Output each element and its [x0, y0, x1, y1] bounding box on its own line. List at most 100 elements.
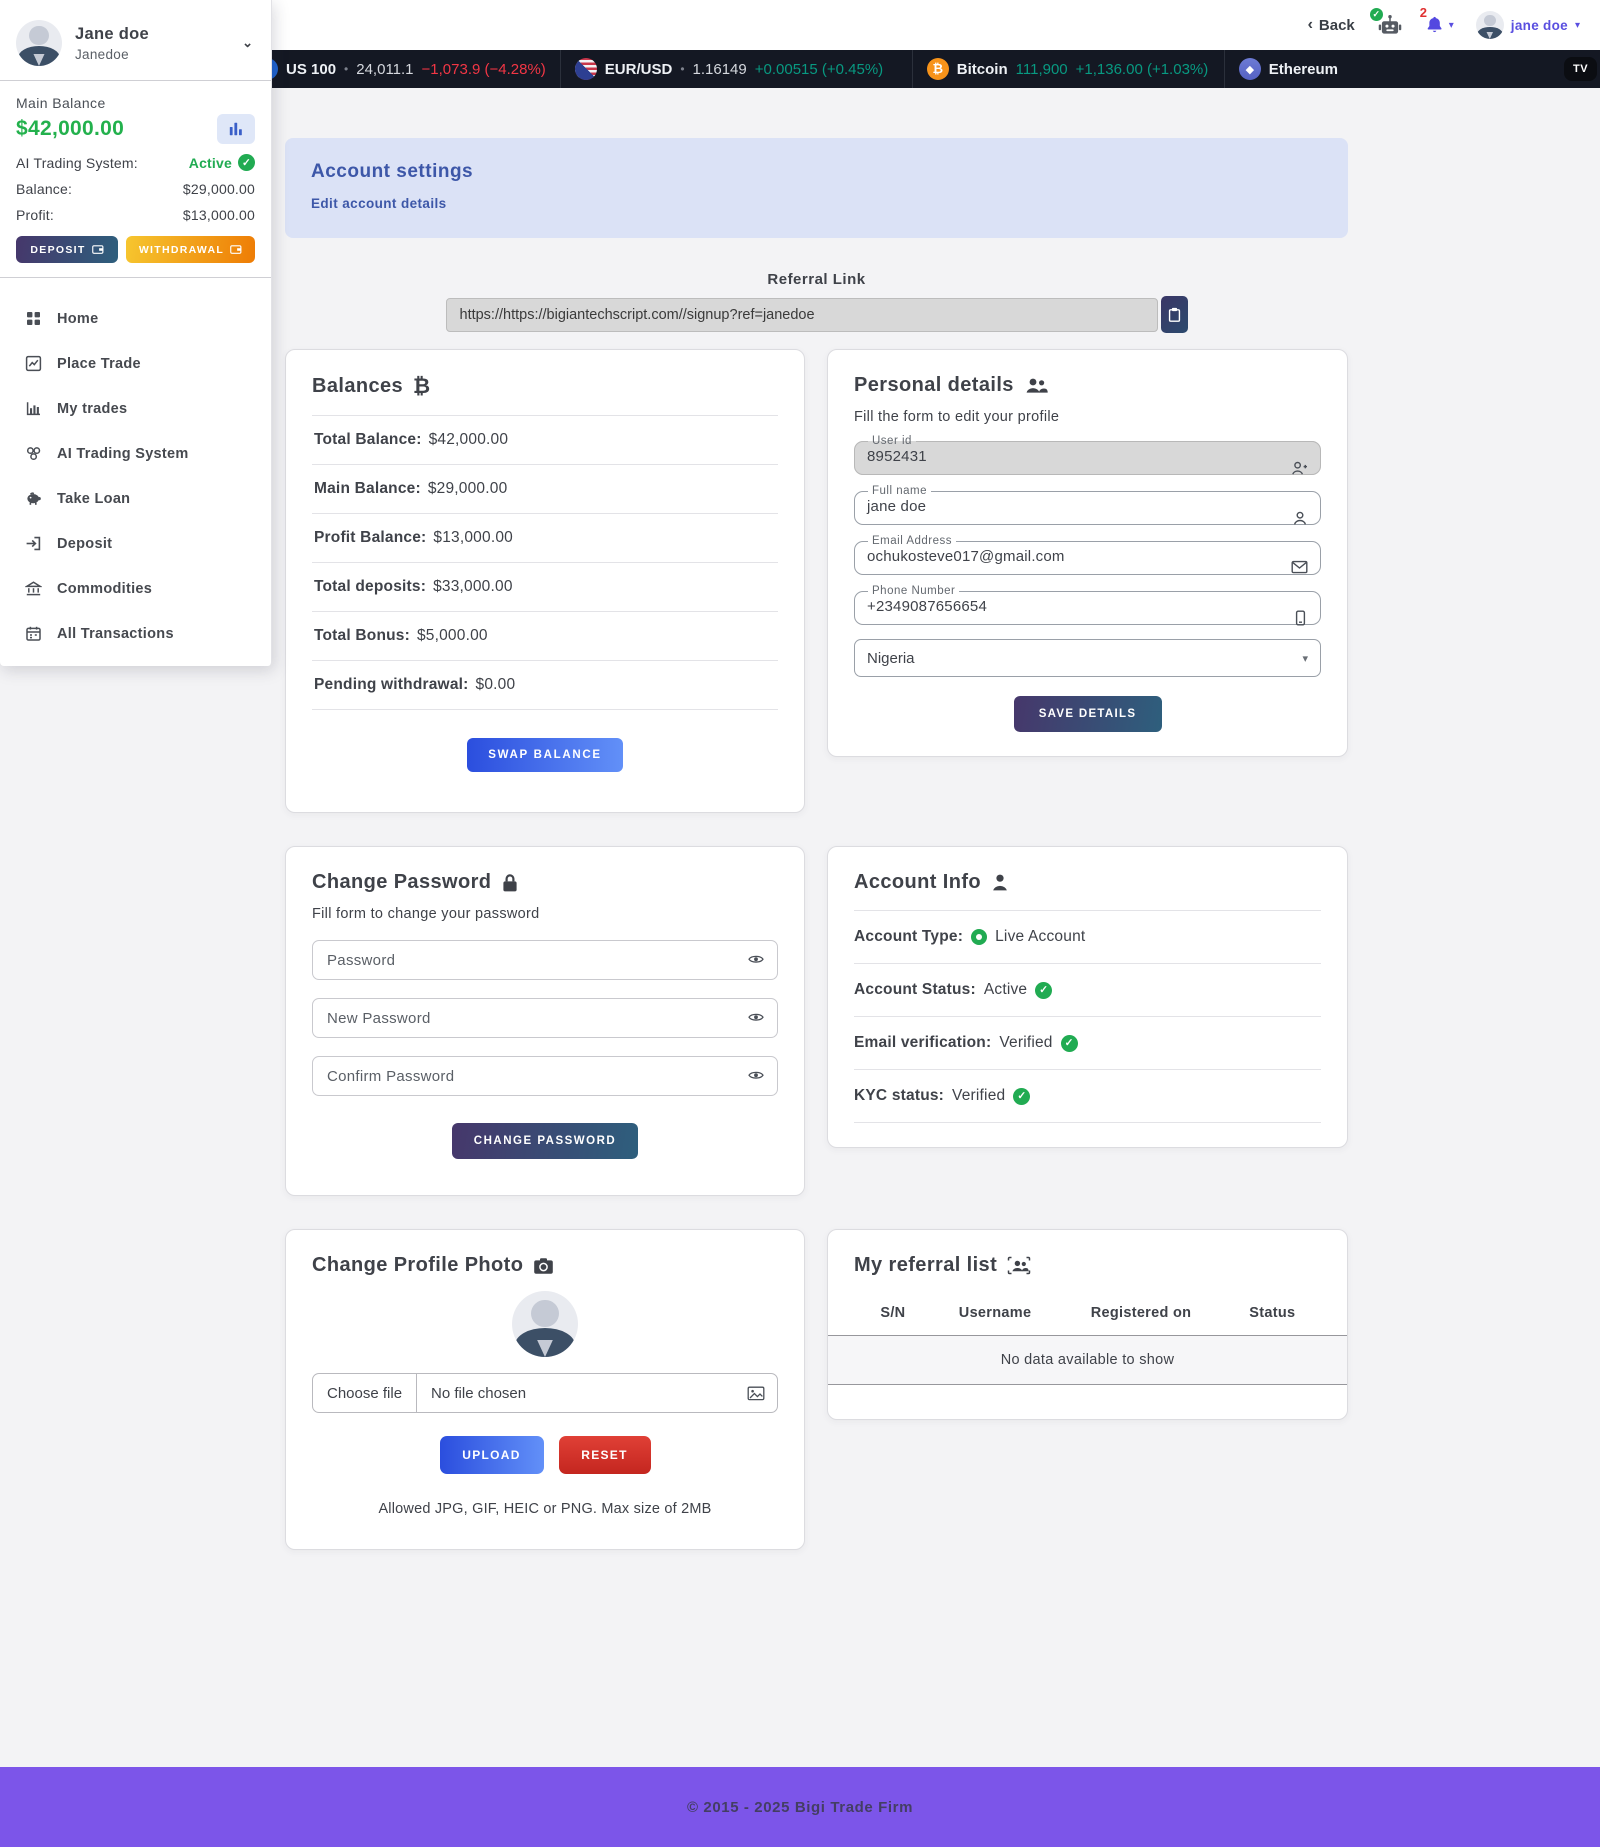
- password-input[interactable]: [312, 940, 778, 980]
- main-balance-label: Main Balance: [16, 95, 106, 111]
- balance-stats-button[interactable]: [217, 114, 255, 144]
- balance-row: Profit Balance: $13,000.00: [312, 514, 778, 563]
- ticker-item-bitcoin[interactable]: ₿ Bitcoin 111,900 +1,136.00 (+1.03%): [911, 50, 1224, 88]
- ticker-item-eurusd[interactable]: EUR/USD 1.16149 +0.00515 (+0.45%): [559, 50, 912, 88]
- ticker-price: 24,011.1: [356, 60, 414, 78]
- eye-icon[interactable]: [747, 1067, 765, 1083]
- lock-icon: [503, 873, 517, 891]
- info-label: Email verification:: [854, 1034, 992, 1051]
- users-scan-icon: [1007, 1256, 1031, 1275]
- upload-button[interactable]: UPLOAD: [439, 1436, 544, 1474]
- ticker-item-us100[interactable]: US 100 24,011.1 −1,073.9 (−4.28%): [256, 50, 560, 88]
- eye-icon[interactable]: [747, 951, 765, 967]
- eye-icon[interactable]: [747, 1009, 765, 1025]
- avatar: [16, 20, 62, 66]
- balance-row: Main Balance: $29,000.00: [312, 465, 778, 514]
- swap-balance-button[interactable]: SWAP BALANCE: [467, 738, 623, 772]
- stat-label: Profit:: [16, 207, 54, 223]
- stat-value: Active: [188, 154, 232, 171]
- bank-icon: [25, 581, 42, 596]
- ticker-item-ethereum[interactable]: ◆ Ethereum: [1223, 50, 1600, 88]
- withdrawal-button[interactable]: WITHDRAWAL: [126, 236, 255, 263]
- country-value: Nigeria: [867, 649, 915, 667]
- change-password-card: Change Password Fill form to change your…: [285, 846, 805, 1196]
- main-content: Account settings Edit account details Re…: [285, 88, 1348, 1550]
- reset-button[interactable]: RESET: [558, 1436, 651, 1474]
- chevron-down-icon: [1575, 20, 1580, 31]
- notification-count-badge: 2: [1419, 5, 1427, 20]
- change-password-button[interactable]: CHANGE PASSWORD: [452, 1123, 638, 1159]
- notifications-button[interactable]: 2: [1420, 5, 1454, 35]
- change-photo-card: Change Profile Photo Choose file No file…: [285, 1229, 805, 1550]
- chevron-left-icon: ‹: [1307, 16, 1313, 33]
- ai-robot-button[interactable]: [1367, 6, 1403, 36]
- stat-row: Balance: $29,000.00: [16, 181, 255, 197]
- sidebar-item-take-loan[interactable]: Take Loan: [16, 476, 255, 521]
- profile-username: Janedoe: [75, 46, 129, 62]
- balance-row: Total Bonus: $5,000.00: [312, 612, 778, 661]
- empty-state: No data available to show: [828, 1335, 1347, 1385]
- sidebar-item-home[interactable]: Home: [16, 296, 255, 341]
- bell-icon: [1427, 16, 1442, 33]
- balance-label: Main Balance:: [314, 480, 421, 497]
- balance-label: Total Bonus:: [314, 627, 410, 644]
- page-subtitle: Edit account details: [311, 196, 447, 211]
- info-value: Live Account: [995, 928, 1086, 945]
- withdrawal-label: WITHDRAWAL: [138, 243, 225, 256]
- envelope-icon: [1291, 560, 1308, 574]
- chevron-down-icon: [1302, 652, 1308, 665]
- choose-file-button[interactable]: Choose file: [313, 1374, 418, 1412]
- sidebar-item-ai-trading-system[interactable]: AI Trading System: [16, 431, 255, 476]
- person-icon: [1292, 510, 1308, 526]
- referral-link-input[interactable]: [445, 297, 1158, 332]
- chevron-down-icon: [1449, 20, 1454, 31]
- user-menu[interactable]: jane doe: [1475, 11, 1580, 39]
- balance-row: Pending withdrawal: $0.00: [312, 661, 778, 710]
- balance-value: $29,000.00: [427, 480, 508, 497]
- mobile-phone-icon: [1293, 610, 1308, 626]
- sidebar-item-label: My trades: [57, 400, 128, 417]
- file-status: No file chosen: [431, 1384, 527, 1402]
- sidebar-item-my-trades[interactable]: My trades: [16, 386, 255, 431]
- users-icon: [1026, 378, 1048, 393]
- account-info-card: Account Info Account Type: Live Account …: [827, 846, 1348, 1148]
- chevron-down-icon[interactable]: [242, 35, 253, 51]
- back-button[interactable]: ‹ Back: [1308, 17, 1355, 34]
- sidebar-item-all-transactions[interactable]: All Transactions: [16, 611, 255, 656]
- email-field[interactable]: Email Address ochukosteve017@gmail.com: [854, 535, 1321, 575]
- email-value: ochukosteve017@gmail.com: [867, 548, 1065, 565]
- green-dot-icon: [971, 929, 988, 945]
- balance-value: $33,000.00: [433, 578, 513, 595]
- save-details-button[interactable]: SAVE DETAILS: [1013, 696, 1162, 732]
- new-password-input[interactable]: [312, 998, 778, 1038]
- robot-icon: [1378, 15, 1402, 34]
- personal-details-title: Personal details: [854, 374, 1321, 397]
- info-label: KYC status:: [854, 1087, 945, 1104]
- info-label: Account Status:: [854, 981, 976, 998]
- check-circle-icon: [238, 154, 255, 171]
- stat-row: AI Trading System: Active: [16, 154, 255, 171]
- ticker-change: −1,073.9 (−4.28%): [421, 60, 546, 78]
- sidebar-item-place-trade[interactable]: Place Trade: [16, 341, 255, 386]
- full-name-field[interactable]: Full name jane doe: [854, 485, 1321, 525]
- phone-field[interactable]: Phone Number +2349087656654: [854, 585, 1321, 626]
- image-icon: [747, 1386, 765, 1401]
- confirm-password-input[interactable]: [312, 1056, 778, 1096]
- user-id-field: User id 8952431: [854, 435, 1321, 475]
- sidebar-item-deposit[interactable]: Deposit: [16, 521, 255, 566]
- deposit-button[interactable]: DEPOSIT: [16, 236, 118, 263]
- check-circle-icon: [1013, 1087, 1031, 1105]
- file-input[interactable]: Choose file No file chosen: [312, 1373, 778, 1413]
- arrow-into-bracket-icon: [26, 536, 41, 551]
- sidebar-item-label: Place Trade: [57, 355, 141, 372]
- sidebar-item-label: Home: [57, 310, 99, 327]
- copy-referral-button[interactable]: [1160, 296, 1188, 333]
- line-chart-icon: [25, 355, 42, 372]
- ticker-change: +1,136.00 (+1.03%): [1075, 60, 1209, 78]
- sidebar-item-commodities[interactable]: Commodities: [16, 566, 255, 611]
- phone-label: Phone Number: [872, 585, 956, 597]
- tradingview-logo[interactable]: TV: [1564, 57, 1597, 81]
- sidebar-item-label: AI Trading System: [57, 445, 189, 462]
- country-select[interactable]: Nigeria: [854, 639, 1321, 677]
- account-info-title: Account Info: [854, 871, 1321, 911]
